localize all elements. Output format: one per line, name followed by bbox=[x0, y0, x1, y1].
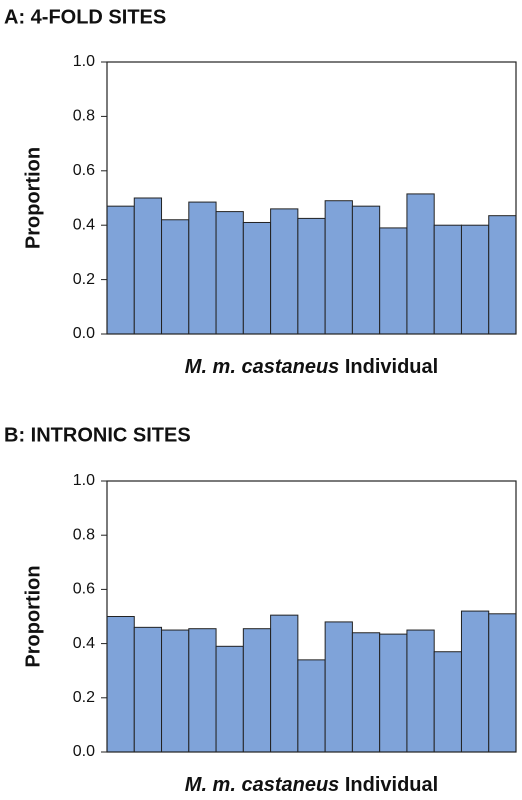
bar bbox=[270, 614, 299, 753]
plot-frame bbox=[106, 480, 517, 753]
chart-panel: A: 4-FOLD SITES Proportion M. m. castaneus… bbox=[4, 6, 517, 378]
y-tick-label: 0.0 bbox=[73, 325, 95, 342]
y-tick-label: 1.0 bbox=[73, 472, 95, 489]
bar bbox=[379, 633, 408, 753]
x-axis-label-text: Individual bbox=[339, 356, 438, 378]
bar bbox=[242, 628, 272, 753]
bar bbox=[379, 227, 408, 335]
y-axis-label: Proportion bbox=[22, 565, 44, 667]
bar bbox=[324, 621, 353, 753]
bar bbox=[351, 205, 381, 335]
bar bbox=[297, 217, 326, 335]
bar bbox=[215, 211, 244, 335]
y-tick-label: 0.0 bbox=[73, 743, 95, 760]
bar bbox=[406, 629, 435, 753]
y-tick-label: 0.8 bbox=[73, 108, 95, 125]
y-axis-label: Proportion bbox=[22, 147, 44, 249]
y-tick-label: 0.2 bbox=[73, 689, 95, 706]
y-tick-label: 1.0 bbox=[73, 53, 95, 70]
chart-title: A: 4-FOLD SITES bbox=[4, 6, 166, 28]
bar bbox=[161, 629, 190, 753]
y-tick-label: 0.6 bbox=[73, 162, 95, 179]
bar bbox=[488, 613, 517, 753]
plot-frame bbox=[106, 61, 517, 335]
bar bbox=[433, 224, 462, 335]
bar bbox=[133, 197, 163, 335]
x-axis-label: M. m. castaneus Individual bbox=[185, 356, 438, 378]
bar bbox=[460, 610, 490, 753]
bar bbox=[488, 215, 517, 335]
x-axis-label-species: M. m. castaneus bbox=[185, 356, 340, 378]
y-tick-label: 0.8 bbox=[73, 526, 95, 543]
bar bbox=[133, 626, 163, 753]
y-tick-label: 0.4 bbox=[73, 216, 95, 233]
y-tick-label: 0.2 bbox=[73, 271, 95, 288]
bar bbox=[351, 632, 381, 753]
bar bbox=[161, 219, 190, 335]
bar bbox=[406, 193, 435, 335]
bar bbox=[324, 200, 353, 335]
chart-panel: B: INTRONIC SITES Proportion M. m. castane… bbox=[4, 424, 517, 796]
bar bbox=[297, 659, 326, 753]
chart-title: B: INTRONIC SITES bbox=[4, 424, 191, 446]
bar bbox=[106, 205, 135, 335]
bar bbox=[215, 645, 244, 753]
x-axis-label-species: M. m. castaneus bbox=[185, 774, 340, 796]
bar bbox=[270, 208, 299, 335]
bar bbox=[188, 201, 217, 335]
y-tick-label: 0.6 bbox=[73, 581, 95, 598]
y-tick-label: 0.4 bbox=[73, 635, 95, 652]
bar bbox=[188, 628, 217, 753]
bar bbox=[242, 221, 272, 335]
bar bbox=[433, 651, 462, 753]
x-axis-label: M. m. castaneus Individual bbox=[185, 774, 438, 796]
x-axis-label-text: Individual bbox=[339, 774, 438, 796]
bar bbox=[460, 224, 490, 335]
bar bbox=[106, 616, 135, 753]
